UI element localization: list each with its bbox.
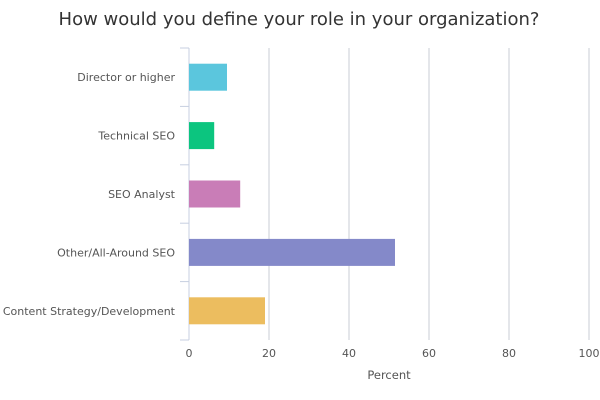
x-tick-label: 0 — [186, 347, 193, 360]
category-label: SEO Analyst — [108, 188, 176, 201]
x-tick-label: 40 — [342, 347, 356, 360]
x-tick-label: 60 — [422, 347, 436, 360]
bar — [189, 238, 395, 266]
category-labels: Director or higher Technical SEO SEO Analy… — [3, 71, 176, 318]
grid-lines — [180, 47, 590, 341]
bar — [189, 297, 265, 325]
x-tick-label: 100 — [579, 347, 600, 360]
x-tick-labels: 0 20 40 60 80 100 — [186, 347, 600, 360]
category-label: Technical SEO — [97, 130, 175, 143]
category-label: Other/All-Around SEO — [57, 246, 175, 259]
chart-title: How would you define your role in your o… — [59, 9, 540, 30]
x-tick-label: 80 — [502, 347, 516, 360]
bar — [189, 180, 241, 208]
x-tick-label: 20 — [262, 347, 276, 360]
category-label: Director or higher — [77, 71, 175, 84]
bar — [189, 63, 227, 91]
bars — [189, 63, 395, 325]
x-axis-title: Percent — [367, 368, 411, 382]
category-label: Content Strategy/Development — [3, 305, 176, 318]
bar — [189, 122, 215, 150]
